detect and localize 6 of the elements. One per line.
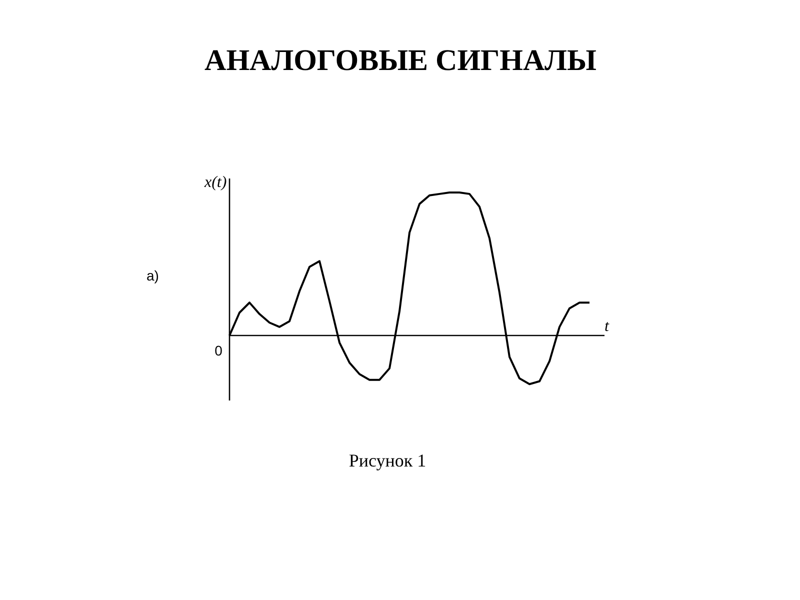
text: 0 — [214, 342, 223, 358]
x-axis-title: t — [604, 318, 610, 335]
chart-title: АНАЛОГОВЫЕ СИГНАЛЫ — [204, 44, 596, 77]
text: а) — [146, 268, 159, 284]
text: Рисунок 1 — [348, 450, 426, 470]
y-axis-title: x(t) — [204, 174, 227, 191]
